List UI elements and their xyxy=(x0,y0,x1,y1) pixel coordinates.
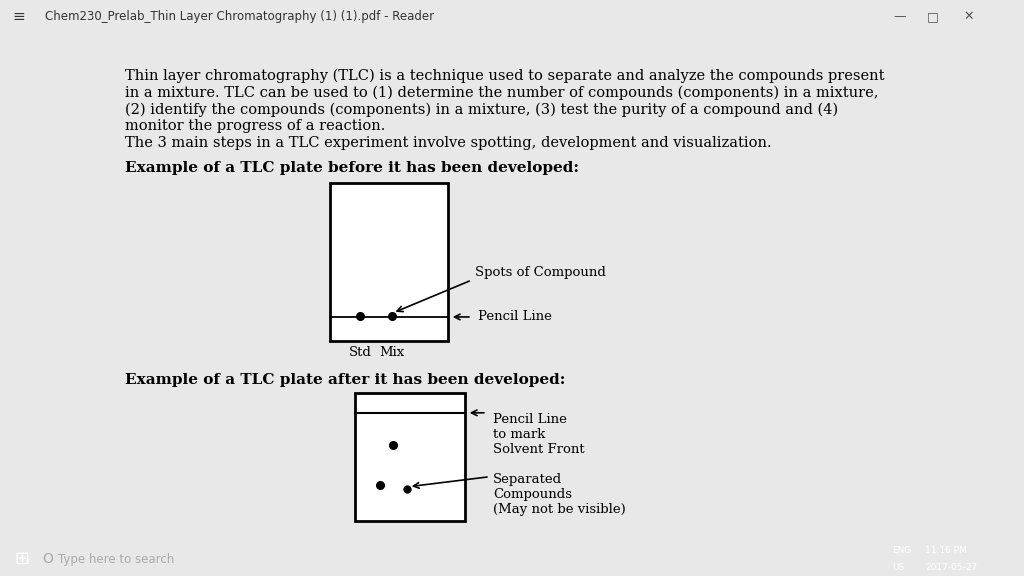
Text: Chem230_Prelab_Thin Layer Chromatography (1) (1).pdf - Reader: Chem230_Prelab_Thin Layer Chromatography… xyxy=(45,10,434,23)
Text: Thin layer chromatography (TLC) is a technique used to separate and analyze the : Thin layer chromatography (TLC) is a tec… xyxy=(125,69,885,83)
Text: Std: Std xyxy=(348,346,372,359)
Text: —: — xyxy=(893,10,905,23)
Text: Separated
Compounds
(May not be visible): Separated Compounds (May not be visible) xyxy=(493,473,626,516)
Text: 2017-05-27: 2017-05-27 xyxy=(925,563,977,572)
Text: (2) identify the compounds (components) in a mixture, (3) test the purity of a c: (2) identify the compounds (components) … xyxy=(125,103,838,117)
Text: ⊞: ⊞ xyxy=(14,550,29,569)
Text: in a mixture. TLC can be used to (1) determine the number of compounds (componen: in a mixture. TLC can be used to (1) det… xyxy=(125,85,879,100)
Text: Example of a TLC plate after it has been developed:: Example of a TLC plate after it has been… xyxy=(125,373,565,387)
Text: monitor the progress of a reaction.: monitor the progress of a reaction. xyxy=(125,119,385,133)
Text: O: O xyxy=(42,552,53,566)
Text: 11:16 PM: 11:16 PM xyxy=(925,547,967,555)
Bar xyxy=(330,183,447,341)
Text: Pencil Line: Pencil Line xyxy=(478,310,552,324)
Text: ENG: ENG xyxy=(892,547,911,555)
Text: Example of a TLC plate before it has been developed:: Example of a TLC plate before it has bee… xyxy=(125,161,579,175)
Text: Type here to search: Type here to search xyxy=(58,553,174,566)
Text: Pencil Line
to mark
Solvent Front: Pencil Line to mark Solvent Front xyxy=(493,413,585,456)
Bar xyxy=(355,393,465,521)
Text: The 3 main steps in a TLC experiment involve spotting, development and visualiza: The 3 main steps in a TLC experiment inv… xyxy=(125,137,771,150)
Text: ✕: ✕ xyxy=(963,10,974,23)
Text: US: US xyxy=(892,563,904,572)
Text: ≡: ≡ xyxy=(12,9,25,24)
Text: □: □ xyxy=(927,10,939,23)
Text: Mix: Mix xyxy=(379,346,404,359)
Text: Spots of Compound: Spots of Compound xyxy=(475,266,605,279)
